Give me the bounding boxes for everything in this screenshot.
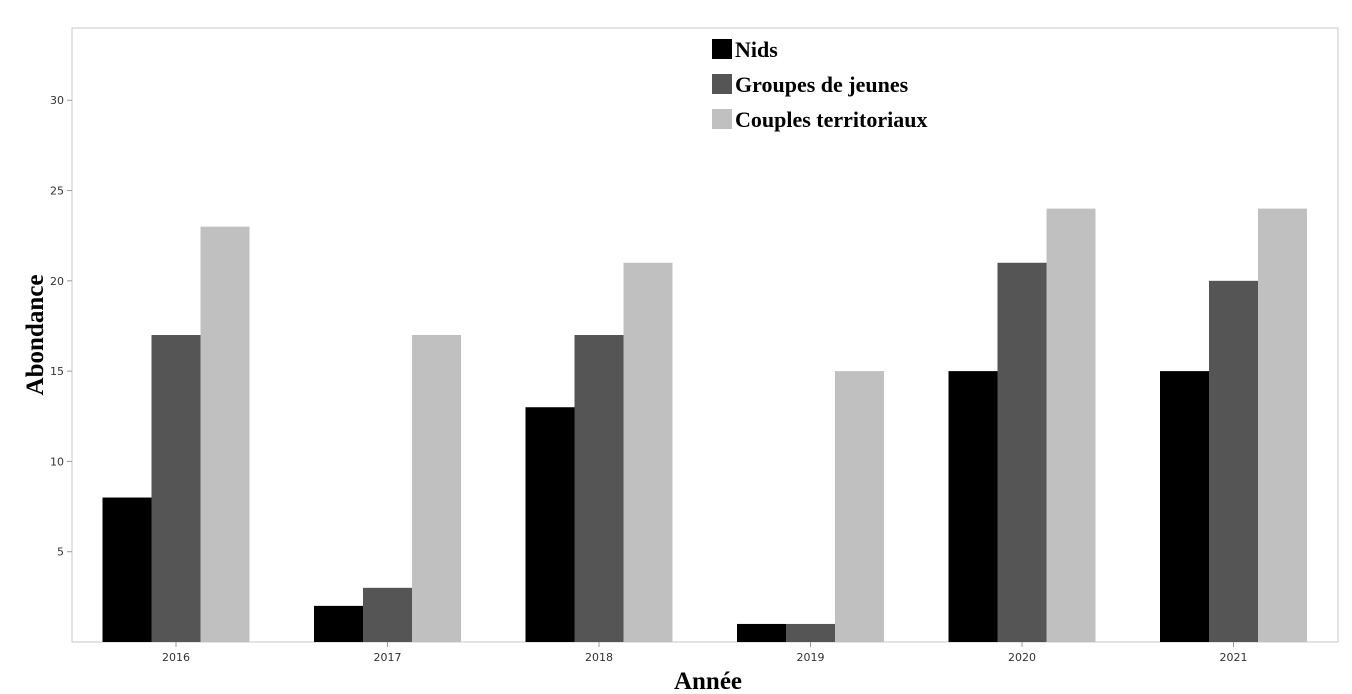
x-tick-label: 2019 <box>797 651 825 664</box>
plot-frame <box>71 27 1339 643</box>
y-tick-label: 30 <box>50 94 64 107</box>
y-axis: 5 10 15 20 25 30 <box>50 94 72 559</box>
bar <box>997 262 1047 642</box>
bar <box>314 605 363 642</box>
bar <box>1209 280 1258 642</box>
bar <box>102 497 152 642</box>
bar <box>525 407 575 642</box>
bar <box>1046 208 1096 642</box>
bar <box>1258 208 1307 642</box>
legend: Nids Groupes de jeunes Couples territoriau… <box>712 37 927 132</box>
bar <box>151 335 201 642</box>
legend-swatch <box>712 39 732 59</box>
x-tick-label: 2017 <box>374 651 402 664</box>
x-axis: 2016 2017 2018 2019 2020 2021 <box>162 642 1248 664</box>
bar <box>412 335 461 642</box>
bar <box>835 371 884 642</box>
bar <box>948 371 998 642</box>
legend-swatch <box>712 74 732 94</box>
plot-area <box>71 27 1339 643</box>
y-tick-label: 20 <box>50 275 64 288</box>
legend-label: Groupes de jeunes <box>735 72 909 97</box>
bar <box>200 226 250 642</box>
legend-label: Nids <box>735 37 778 62</box>
legend-label: Couples territoriaux <box>735 107 927 132</box>
x-tick-label: 2016 <box>162 651 190 664</box>
x-tick-label: 2021 <box>1220 651 1248 664</box>
x-tick-label: 2018 <box>585 651 613 664</box>
y-tick-label: 25 <box>50 185 64 198</box>
bar <box>786 623 835 642</box>
x-tick-label: 2020 <box>1008 651 1036 664</box>
y-tick-label: 5 <box>57 546 64 559</box>
bar <box>363 587 412 642</box>
bar <box>737 623 786 642</box>
legend-swatch <box>712 109 732 129</box>
bar <box>1160 371 1209 642</box>
bar <box>623 262 673 642</box>
y-tick-label: 15 <box>50 365 64 378</box>
y-axis-title: Abondance <box>22 275 49 396</box>
x-axis-title: Année <box>674 668 742 694</box>
bar <box>574 335 624 642</box>
bars <box>102 208 1307 642</box>
y-tick-label: 10 <box>50 455 64 468</box>
